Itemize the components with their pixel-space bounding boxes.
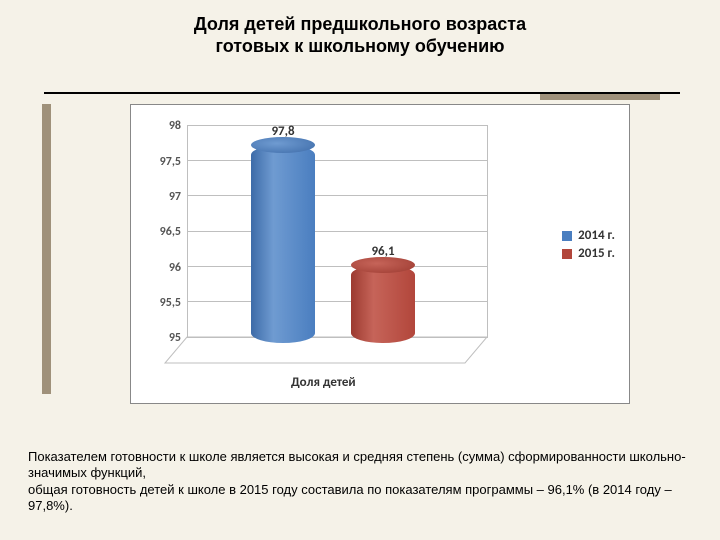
bar-2015-label: 96,1 [351,244,415,259]
ytick-5: 97,5 [160,155,181,169]
divider-accent [540,94,660,100]
title-line2: готовых к школьному обучению [215,36,504,56]
ytick-2: 96 [169,261,181,275]
legend-label-2014: 2014 г. [578,228,615,243]
x-category-label: Доля детей [291,375,356,390]
bar-2014-body [251,145,315,343]
caption-line1: Показателем готовности к школе является … [28,449,686,480]
bar-2015-body [351,265,415,343]
ytick-3: 96,5 [160,225,181,239]
slide-title: Доля детей предшкольного возраста готовы… [0,0,720,63]
chart-container: 95 95,5 96 96,5 97 97,5 98 [130,104,630,404]
bar-2014 [251,145,315,343]
legend-item-2015: 2015 г. [562,246,615,261]
bar-2015-top [351,257,415,273]
bar-2014-label: 97,8 [251,124,315,139]
ytick-4: 97 [169,190,181,204]
legend-swatch-2015 [562,249,572,259]
ytick-1: 95,5 [160,296,181,310]
slide: Доля детей предшкольного возраста готовы… [0,0,720,540]
bar-2014-top [251,137,315,153]
legend-swatch-2014 [562,231,572,241]
vertical-accent-bar [42,104,51,394]
caption-line2: общая готовность детей к школе в 2015 го… [28,482,672,513]
plot-area: 97,8 96,1 [187,125,487,365]
floor-grid [161,331,501,381]
title-line1: Доля детей предшкольного возраста [194,14,526,34]
legend-item-2014: 2014 г. [562,228,615,243]
legend: 2014 г. 2015 г. [562,225,615,264]
back-wall [187,125,487,337]
caption: Показателем готовности к школе является … [28,449,692,514]
ytick-6: 98 [169,119,181,133]
bar-2015 [351,265,415,343]
legend-label-2015: 2015 г. [578,246,615,261]
